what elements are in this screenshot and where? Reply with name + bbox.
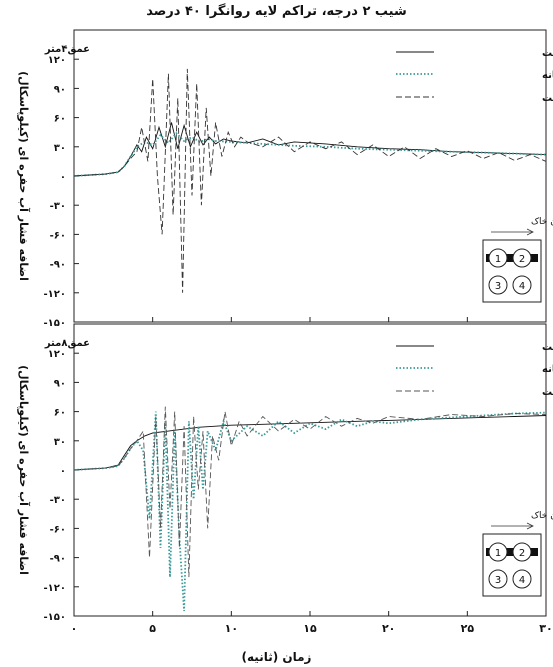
inset-cell [512,542,532,562]
y-tick-label: ۱۲۰ [48,349,66,360]
inset-cell [512,275,532,295]
inset-cell-label: 2 [519,548,525,559]
y-tick-label: -۱۲۰ [44,583,66,594]
inset-cell [512,248,532,268]
y-tick-label: ۶۰ [54,114,66,125]
x-tick-label: ۲۵ [461,622,475,635]
inset-cell-label: 4 [519,575,525,586]
y-tick-label: ۱۲۰ [48,55,66,66]
y-tick-label: -۹۰ [50,554,66,565]
y-tick-label: -۱۲۰ [44,289,66,300]
inset-cell [488,542,508,562]
series-line-3 [73,68,547,293]
x-tick-label: ۱۰ [225,622,238,635]
series-line-1 [73,122,547,177]
y-axis-label: اضافه فشار آب حفره ای (کیلوپاسکال) [17,71,31,281]
x-tick-label: ۰ [71,622,78,635]
y-axis-label: اضافه فشار آب حفره ای (کیلوپاسکال) [17,365,31,575]
chart-panel-1: ۱۲۰ ۹۰ ۶۰ ۳۰ ۰ -۳۰ -۶۰ -۹۰ -۱۲۰ -۱۵۰ اضافه فشار آب… [17,29,553,329]
inset-cell [488,275,508,295]
series-line-3 [73,406,547,578]
y-tick-label: ۹۰ [54,84,66,95]
inset-bar [486,548,538,556]
legend-label: میانه [542,70,553,81]
inset-label: جریان خاک [531,510,553,521]
legend-label: میانه [542,364,553,375]
legend-label: پایین دست [542,93,553,104]
flow-arrow-head [526,522,534,530]
y-tick-label: ۰ [60,172,66,183]
inset-cell-label: 3 [495,281,501,292]
y-tick-label: ۰ [60,466,66,477]
series-line-2 [73,131,547,177]
y-tick-label: ۶۰ [54,408,66,419]
legend-label: پایین دست [542,387,553,398]
y-tick-label: ۳۰ [54,437,66,448]
x-tick-label: ۳۰ [539,622,552,635]
inset-cell-label: 3 [495,575,501,586]
panel-label: عمق۸متر [44,338,90,349]
inset-cell-label: 2 [519,254,525,265]
chart-panel-2: ۱۲۰ ۹۰ ۶۰ ۳۰ ۰ -۳۰ -۶۰ -۹۰ -۱۲۰ -۱۵۰ اضافه فشار آب… [17,323,553,623]
y-tick-label: -۶۰ [50,230,66,241]
y-tick-label: -۳۰ [50,495,66,506]
legend-label: بالا دست [542,342,553,353]
x-tick-label: ۲۰ [382,622,395,635]
x-tick-label: ۱۵ [303,622,317,635]
y-tick-label: ۹۰ [54,378,66,389]
inset-cell [488,248,508,268]
y-tick-label: -۱۵۰ [44,612,66,623]
series-line-2 [73,411,547,612]
panel-label: عمق۴متر [44,44,90,55]
inset-cell-label: 1 [495,548,501,559]
x-axis-label: زمان (ثانیه) [241,650,312,664]
inset-cell-label: 1 [495,254,501,265]
figure-title: شیب ۲ درجه، تراکم لایه روانگرا ۴۰ درصد [146,4,407,19]
inset-bar [486,254,538,262]
inset-cell [488,569,508,589]
inset-box [482,239,542,303]
y-tick-label: -۱۵۰ [44,318,66,329]
inset-box [482,533,542,597]
inset-cell [512,569,532,589]
y-tick-label: -۶۰ [50,524,66,535]
x-tick-label: ۵ [149,622,156,635]
plot-frame [73,29,547,323]
legend-label: بالا دست [542,48,553,59]
y-tick-label: -۹۰ [50,260,66,271]
flow-arrow-head [526,228,534,236]
y-tick-label: -۳۰ [50,201,66,212]
inset-label: جریان خاک [531,216,553,227]
y-tick-label: ۳۰ [54,143,66,154]
inset-cell-label: 4 [519,281,525,292]
